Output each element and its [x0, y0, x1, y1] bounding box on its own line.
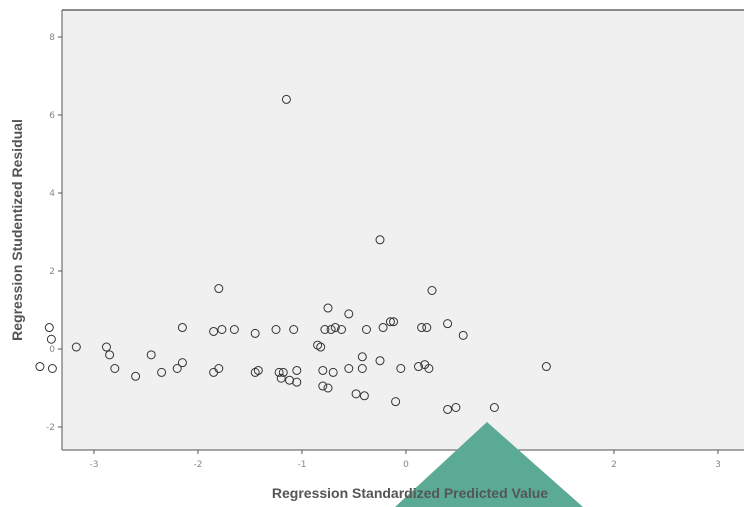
data-point — [209, 326, 219, 336]
data-point — [44, 323, 54, 333]
data-point — [316, 342, 326, 352]
data-point — [378, 323, 388, 333]
data-point — [344, 364, 354, 373]
data-point — [451, 403, 461, 412]
overlay-arrow — [395, 422, 583, 507]
data-point — [217, 325, 227, 334]
data-point — [157, 367, 167, 377]
x-tick-label: 2 — [611, 460, 617, 470]
data-point — [47, 364, 57, 373]
data-point — [46, 334, 56, 344]
data-point — [250, 328, 260, 338]
data-point — [361, 325, 371, 334]
y-axis-ticks: -2 0 2 4 6 8 — [46, 33, 62, 433]
data-point — [229, 325, 239, 334]
x-axis-title: Regression Standardized Predicted Value — [272, 485, 548, 501]
data-point — [541, 362, 551, 372]
y-tick-label: 8 — [49, 33, 55, 43]
data-point — [318, 365, 328, 375]
y-tick-label: 4 — [49, 189, 55, 199]
y-tick-label: 0 — [49, 345, 55, 355]
data-point — [318, 381, 328, 391]
data-point — [489, 403, 499, 412]
data-point — [351, 389, 361, 399]
data-points — [35, 94, 551, 414]
data-point — [344, 309, 354, 319]
data-point — [396, 364, 406, 373]
data-point — [323, 383, 333, 393]
data-point — [101, 342, 111, 352]
data-point — [330, 323, 340, 333]
plot-area — [62, 10, 744, 450]
x-axis-ticks: -3-2-10123 — [90, 450, 721, 470]
data-point — [177, 323, 187, 333]
data-point — [359, 391, 369, 401]
data-point — [110, 364, 120, 373]
data-point — [292, 365, 302, 375]
data-point — [320, 325, 330, 334]
data-point — [214, 284, 224, 294]
x-tick-label: -3 — [90, 460, 99, 470]
data-point — [323, 303, 333, 313]
data-point — [253, 365, 263, 375]
x-tick-label: -1 — [298, 460, 307, 470]
data-point — [427, 286, 437, 295]
data-point — [281, 94, 291, 104]
data-point — [443, 319, 453, 329]
data-point — [424, 364, 434, 373]
data-point — [328, 367, 338, 377]
data-point — [271, 325, 281, 334]
data-point — [357, 352, 367, 362]
data-point — [289, 325, 299, 334]
y-tick-label: -2 — [46, 423, 55, 433]
data-point — [385, 317, 395, 327]
data-point — [417, 323, 427, 333]
x-tick-label: 3 — [715, 460, 721, 470]
data-point — [172, 364, 182, 373]
data-point — [146, 350, 156, 360]
data-point — [375, 356, 385, 366]
data-point — [35, 362, 45, 372]
data-point — [389, 317, 399, 327]
data-point — [337, 325, 347, 334]
data-point — [274, 367, 284, 377]
data-point — [177, 358, 187, 368]
x-tick-label: 0 — [403, 460, 409, 470]
data-point — [276, 373, 286, 383]
data-point — [443, 404, 453, 414]
data-point — [278, 367, 288, 377]
data-point — [375, 235, 385, 245]
data-point — [131, 371, 141, 381]
data-point — [357, 364, 367, 373]
data-point — [105, 350, 115, 360]
x-tick-label: -2 — [194, 460, 203, 470]
data-point — [71, 342, 81, 352]
data-point — [326, 325, 336, 334]
data-point — [292, 377, 302, 387]
data-point — [422, 323, 432, 333]
y-tick-label: 6 — [49, 111, 55, 121]
data-point — [214, 364, 224, 373]
data-point — [458, 330, 468, 340]
data-point — [413, 362, 423, 372]
data-point — [391, 397, 401, 407]
y-axis-title: Regression Studentized Residual — [9, 119, 25, 341]
y-tick-label: 2 — [49, 267, 55, 277]
